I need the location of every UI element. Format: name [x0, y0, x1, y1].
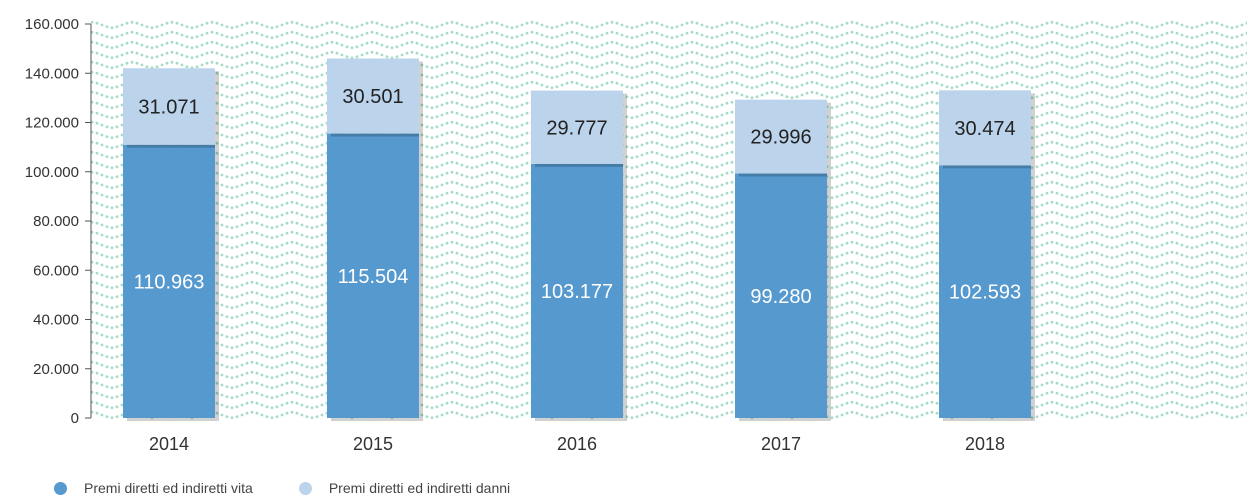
x-category-label: 2018	[965, 434, 1005, 454]
bar-segment-danni	[939, 90, 1031, 166]
value-label-vita: 99.280	[750, 286, 811, 308]
bar-segment-danni	[123, 68, 215, 145]
bar-segment-vita	[327, 133, 419, 418]
y-tick-label: 0	[71, 410, 79, 427]
legend-swatch-vita	[54, 481, 67, 495]
legend-label-danni: Premi diretti ed indiretti danni	[328, 480, 511, 496]
y-tick-label: 40.000	[33, 312, 79, 329]
bar-segment-vita	[123, 144, 215, 419]
x-category-label: 2015	[353, 434, 393, 454]
x-category-label: 2016	[557, 434, 597, 454]
value-label-danni: 29.996	[750, 127, 811, 149]
y-tick-label: 80.000	[33, 213, 79, 230]
value-label-danni: 30.474	[954, 118, 1015, 140]
bar-segment-vita	[735, 173, 827, 418]
y-tick-label: 20.000	[33, 361, 79, 378]
legend-item-vita: Premi diretti ed indiretti vita	[54, 480, 253, 496]
bar-segment-danni	[531, 90, 623, 164]
y-tick-label: 160.000	[25, 16, 79, 33]
value-label-danni: 30.501	[342, 86, 403, 108]
plot-background	[91, 19, 1247, 421]
bar-segment-vita	[531, 163, 623, 418]
value-label-vita: 103.177	[541, 281, 613, 303]
legend-label-vita: Premi diretti ed indiretti vita	[84, 480, 253, 496]
value-label-vita: 102.593	[949, 282, 1021, 304]
y-tick-label: 100.000	[25, 164, 79, 181]
y-tick-label: 140.000	[25, 65, 79, 82]
value-label-danni: 29.777	[546, 117, 607, 139]
bar-segment-danni	[735, 99, 827, 174]
stacked-bar-chart: 0 20.000 40.000 60.000 80.000 100.000 120.000 1…	[25, 16, 1247, 454]
y-tick-label: 60.000	[33, 262, 79, 279]
legend-item-danni: Premi diretti ed indiretti danni	[298, 480, 511, 496]
legend-swatch-danni	[298, 481, 312, 495]
bar-segment-vita	[939, 165, 1031, 418]
bar-segment-danni	[327, 58, 419, 134]
value-label-vita: 115.504	[338, 266, 409, 288]
y-tick-label: 120.000	[25, 115, 79, 132]
x-category-label: 2014	[149, 434, 189, 454]
legend: Premi diretti ed indiretti vita Premi di…	[54, 479, 556, 497]
value-label-vita: 110.963	[134, 271, 205, 293]
x-category-label: 2017	[761, 434, 801, 454]
value-label-danni: 31.071	[138, 96, 199, 118]
